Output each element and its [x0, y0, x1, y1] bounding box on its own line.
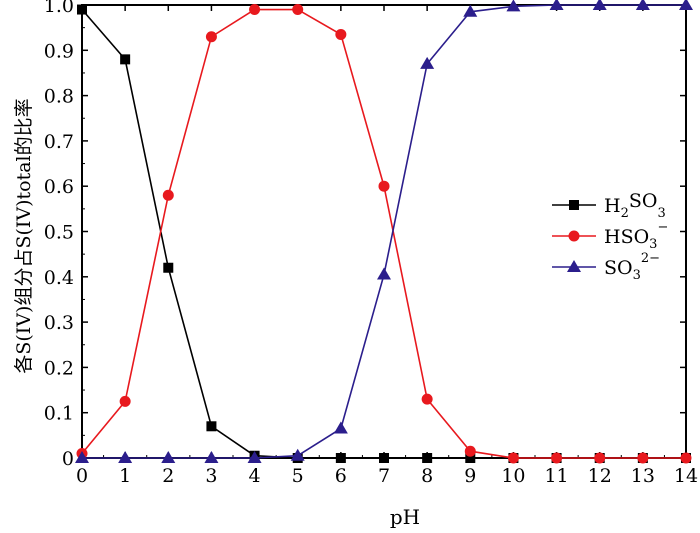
data-point	[379, 453, 389, 463]
y-tick-label: 0.1	[44, 403, 74, 425]
x-tick-label: 13	[631, 465, 655, 487]
data-point	[161, 451, 176, 463]
y-tick-label: 0.7	[44, 131, 74, 153]
x-tick-label: 0	[76, 465, 88, 487]
x-tick-label: 4	[249, 465, 261, 487]
legend-marker	[567, 260, 581, 272]
data-point	[162, 189, 174, 201]
data-point	[463, 4, 478, 17]
data-point	[119, 395, 131, 407]
data-point	[75, 451, 89, 463]
x-tick-label: 12	[588, 465, 612, 487]
data-point	[204, 451, 219, 463]
data-point	[118, 451, 133, 463]
data-point	[679, 0, 693, 10]
legend-marker	[569, 200, 579, 210]
data-point	[292, 4, 304, 16]
series-line	[81, 8, 686, 459]
data-point	[163, 262, 174, 273]
x-tick-label: 9	[464, 465, 476, 487]
data-point	[120, 54, 131, 65]
legend-label: H2SO3	[604, 190, 666, 221]
y-axis-label: 各S(IV)组分占S(IV)total的比率	[13, 98, 35, 373]
data-point	[205, 31, 217, 43]
series-2	[75, 0, 693, 463]
series-line	[82, 4, 686, 459]
y-tick-label: 0.5	[44, 222, 74, 244]
x-tick-label: 11	[544, 465, 568, 487]
y-tick-label: 1.0	[44, 0, 74, 17]
data-point	[506, 0, 521, 12]
x-tick-label: 3	[205, 465, 217, 487]
y-tick-label: 0.8	[44, 86, 74, 108]
data-point	[465, 453, 476, 463]
legend-marker	[568, 230, 580, 242]
legend-entry-0: H2SO3	[552, 190, 666, 221]
data-point	[247, 451, 262, 463]
x-tick-label: 2	[162, 465, 174, 487]
data-point	[378, 180, 390, 192]
data-point	[680, 452, 692, 464]
series-layer	[75, 0, 693, 464]
legend-entry-1: HSO3−	[552, 220, 668, 252]
data-point	[335, 453, 346, 463]
series-0	[77, 4, 691, 463]
data-point	[420, 56, 435, 69]
y-tick-label: 0.6	[44, 176, 74, 198]
x-axis-label: pH	[390, 505, 420, 529]
x-tick-label: 8	[421, 465, 433, 487]
x-tick-label: 1	[119, 465, 131, 487]
series-1	[76, 4, 692, 464]
series-line	[81, 9, 686, 459]
data-point	[549, 0, 564, 10]
data-point	[637, 452, 649, 464]
legend-label: HSO3−	[604, 220, 668, 252]
data-point	[249, 4, 261, 16]
data-point	[592, 0, 607, 10]
y-tick-label: 0	[62, 448, 74, 470]
x-tick-label: 7	[378, 465, 390, 487]
legend-entry-2: SO32−	[552, 251, 660, 283]
data-point	[335, 28, 347, 40]
legend-label: SO32−	[604, 251, 660, 283]
x-tick-label: 6	[335, 465, 347, 487]
x-tick-label: 14	[674, 465, 698, 487]
data-point	[333, 421, 348, 434]
data-point	[290, 448, 305, 461]
y-tick-label: 0.3	[44, 312, 74, 334]
x-tick-label: 10	[501, 465, 525, 487]
y-tick-label: 0.2	[44, 357, 74, 379]
data-point	[77, 4, 87, 15]
data-point	[551, 452, 563, 464]
data-point	[422, 453, 433, 463]
data-point	[377, 267, 391, 280]
data-point	[421, 393, 433, 405]
data-point	[635, 0, 650, 10]
data-point	[206, 421, 217, 432]
data-point	[594, 452, 606, 464]
axes-layer: 0 1 2 3 4 5 6 7 8 9 10 11 12 13 1400.10.20.30.40.50.60…	[44, 0, 698, 487]
y-tick-label: 0.4	[44, 267, 74, 289]
x-tick-label: 5	[292, 465, 304, 487]
y-tick-label: 0.9	[44, 40, 74, 62]
plot-frame	[81, 4, 687, 459]
data-point	[464, 445, 476, 457]
data-point	[507, 452, 519, 464]
